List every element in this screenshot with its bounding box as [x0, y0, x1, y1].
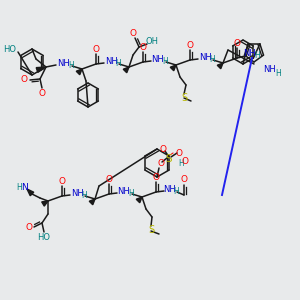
Polygon shape	[89, 199, 95, 205]
Text: NH: NH	[118, 188, 130, 196]
Text: NH: NH	[163, 185, 176, 194]
Text: O: O	[158, 160, 164, 169]
Text: S: S	[148, 225, 154, 235]
Text: O: O	[92, 44, 100, 53]
Text: S: S	[181, 93, 187, 103]
Text: N: N	[21, 184, 27, 193]
Text: O: O	[26, 224, 32, 232]
Text: O: O	[130, 28, 136, 38]
Text: H: H	[173, 188, 179, 196]
Text: H: H	[209, 56, 215, 64]
Text: NH: NH	[70, 190, 83, 199]
Text: O: O	[181, 176, 188, 184]
Text: H: H	[68, 61, 74, 70]
Text: H: H	[128, 190, 134, 199]
Text: S: S	[166, 154, 172, 164]
Text: O: O	[160, 146, 167, 154]
Polygon shape	[136, 197, 142, 203]
Text: NH: NH	[105, 58, 117, 67]
Polygon shape	[76, 69, 82, 75]
Text: HO: HO	[38, 232, 50, 242]
Text: OH: OH	[146, 38, 158, 46]
Text: NH: NH	[199, 53, 212, 62]
Text: O: O	[20, 76, 28, 85]
Text: H: H	[254, 52, 260, 61]
Polygon shape	[217, 63, 223, 69]
Text: NH: NH	[244, 50, 256, 58]
Text: NH: NH	[152, 56, 164, 64]
Text: O: O	[58, 176, 65, 185]
Polygon shape	[123, 67, 129, 73]
Text: O: O	[152, 172, 160, 182]
Polygon shape	[27, 189, 34, 196]
Text: H: H	[16, 182, 22, 191]
Polygon shape	[170, 65, 176, 71]
Text: O: O	[187, 40, 194, 50]
Text: O: O	[38, 88, 46, 98]
Text: O: O	[106, 175, 112, 184]
Text: NH: NH	[264, 65, 276, 74]
Text: H: H	[162, 58, 168, 67]
Text: O: O	[233, 38, 241, 47]
Text: O: O	[182, 157, 188, 166]
Text: H: H	[178, 158, 184, 167]
Text: NH: NH	[58, 59, 70, 68]
Text: O: O	[176, 148, 182, 158]
Polygon shape	[42, 201, 48, 206]
Polygon shape	[36, 67, 46, 72]
Text: HO: HO	[4, 46, 16, 55]
Text: H: H	[81, 191, 87, 200]
Text: H: H	[115, 59, 121, 68]
Text: O: O	[140, 43, 146, 52]
Text: H: H	[275, 70, 281, 79]
